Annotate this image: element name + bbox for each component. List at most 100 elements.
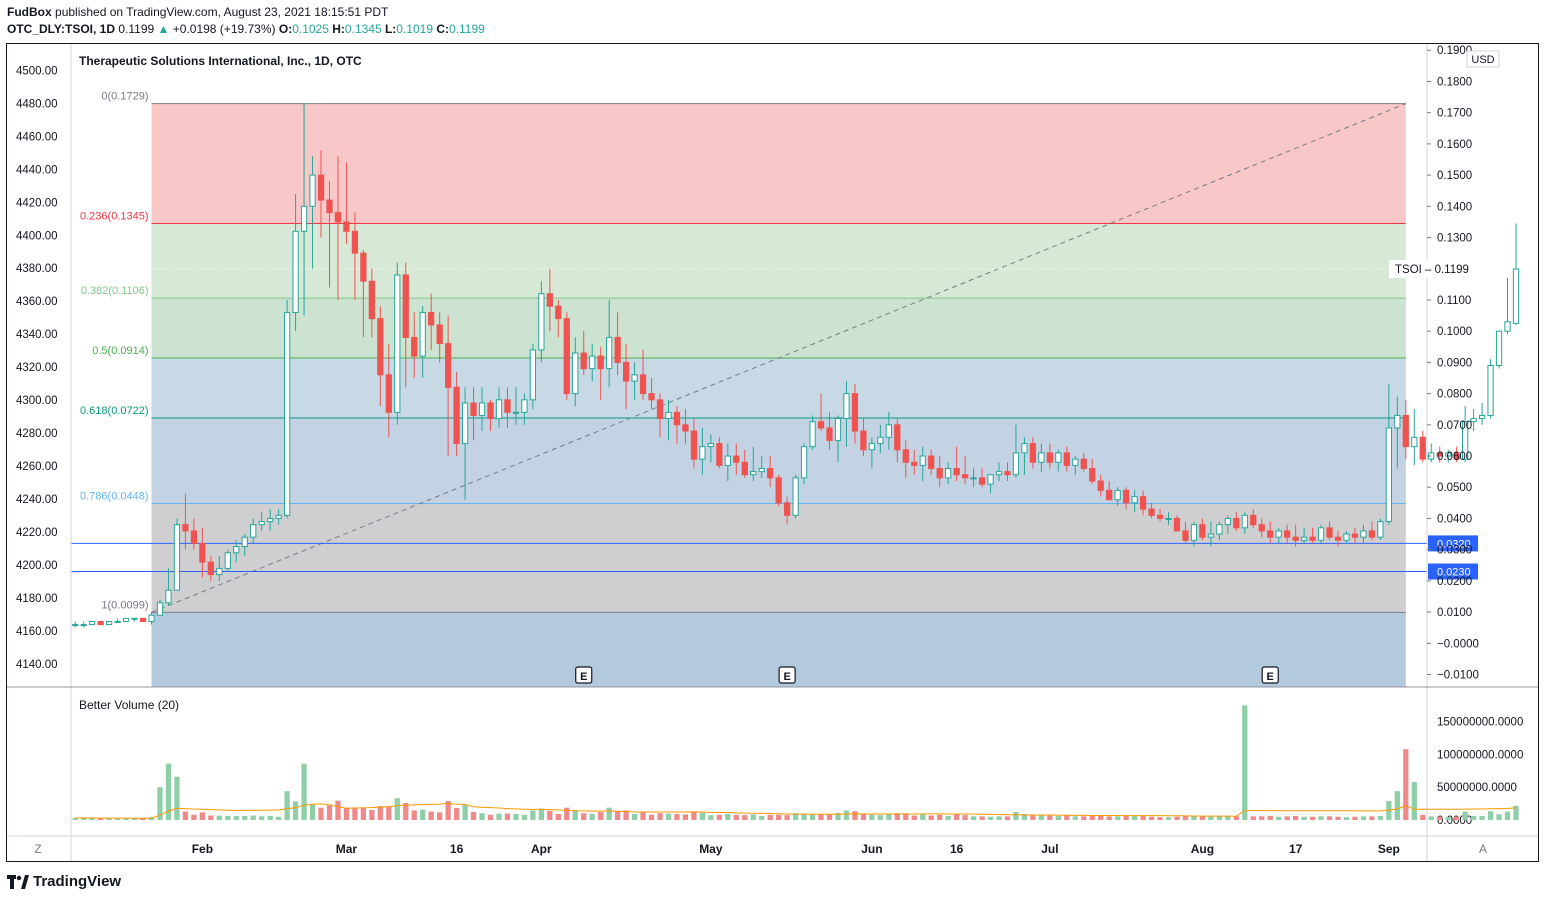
candle-body [1038, 452, 1045, 463]
publisher-name[interactable]: FudBox [7, 5, 52, 19]
volume-bar [911, 815, 917, 820]
low-value: 0.1019 [396, 22, 433, 36]
volume-bar [631, 813, 638, 820]
candle-body [809, 421, 816, 448]
candle-body [1224, 517, 1231, 526]
left-axis-bg [7, 44, 71, 862]
candle-body [945, 468, 952, 479]
volume-bar [682, 814, 689, 820]
candle-body [1292, 536, 1299, 541]
right-axis-label: 0.0200 [1437, 576, 1472, 588]
candle-body [860, 430, 867, 451]
volume-bar [157, 787, 163, 820]
candle-body [631, 374, 638, 382]
volume-bar [504, 813, 511, 820]
candle-body [1199, 524, 1206, 538]
volume-bar [1004, 816, 1011, 820]
candle-body [767, 468, 774, 479]
volume-bar [776, 814, 782, 820]
right-axis-label: 0.0300 [1437, 545, 1472, 557]
candle-body [733, 455, 740, 463]
fib-zone [151, 503, 1406, 613]
fib-level-label: 0.382(0.1106) [81, 285, 149, 297]
volume-bar [191, 814, 197, 820]
right-axis-label: 0.0800 [1437, 389, 1472, 401]
volume-bar [318, 807, 324, 820]
volume-bar [1437, 816, 1443, 820]
volume-bar [140, 818, 146, 820]
volume-bar [1428, 816, 1434, 820]
volume-bar [801, 813, 807, 820]
volume-bar [301, 763, 307, 820]
volume-bar [292, 801, 299, 820]
time-axis-label: Sep [1378, 842, 1400, 856]
volume-bar [1504, 811, 1511, 820]
right-axis-label: 0.1000 [1437, 326, 1472, 338]
volume-bar [623, 810, 629, 820]
volume-bar [860, 813, 867, 820]
fib-zone [151, 103, 1406, 224]
candle-body [504, 399, 511, 413]
volume-bar [106, 818, 112, 820]
volume-bar [979, 816, 985, 820]
left-axis-label: 4140.00 [16, 659, 58, 671]
volume-bar [487, 814, 494, 820]
right-axis-label: 0.0100 [1437, 607, 1472, 619]
auto-scale-button[interactable]: A [1479, 842, 1487, 856]
time-axis-label: Jul [1041, 842, 1058, 856]
volume-bar [555, 813, 561, 820]
volume-bar [665, 813, 672, 820]
candle-body [1012, 452, 1020, 476]
volume-bar [691, 812, 697, 820]
candle-body [139, 617, 147, 622]
left-axis-label: 4420.00 [16, 197, 58, 209]
candle-body [445, 343, 452, 388]
volume-bar [598, 812, 604, 820]
volume-bar [72, 817, 78, 820]
last-price: 0.1199 [118, 22, 155, 36]
candle-body [1317, 527, 1325, 541]
candle-body [1063, 452, 1070, 466]
candle-body [1267, 530, 1274, 538]
candle-body [665, 411, 672, 420]
candle-body [1241, 514, 1248, 529]
candle-body [622, 361, 630, 382]
chart-frame [6, 43, 1539, 862]
right-axis-label: 0.0400 [1437, 513, 1472, 525]
chart-canvas[interactable]: 0(0.1729) 0.236(0.1345) 0.382(0.1106) 0.5(0… [0, 0, 1546, 870]
volume-bar [1191, 815, 1197, 820]
volume-bar [326, 805, 333, 820]
candle-body [961, 474, 969, 479]
candle-body [453, 386, 460, 445]
volume-bar [657, 813, 663, 820]
candle-body [724, 455, 731, 466]
volume-bar [954, 814, 960, 820]
volume-bar [453, 808, 460, 820]
volume-bar [750, 814, 756, 820]
volume-bar [1318, 816, 1324, 820]
candle-body [207, 561, 214, 576]
candle-body [1250, 514, 1257, 526]
tradingview-brand[interactable]: TradingView [7, 873, 121, 890]
candle-body [156, 602, 164, 616]
candle-body [546, 293, 553, 307]
earnings-marker [1261, 666, 1279, 684]
volume-bar [589, 813, 595, 820]
volume-bar [1454, 816, 1460, 820]
volume-bar [420, 809, 426, 820]
candle-body [1411, 436, 1418, 448]
left-axis-label: 4460.00 [16, 131, 58, 143]
volume-bar [165, 763, 172, 820]
volume-bar [1487, 811, 1494, 820]
high-value: 0.1345 [344, 22, 382, 36]
volume-bar [250, 815, 256, 820]
zoom-reset-button[interactable]: Z [34, 842, 41, 856]
volume-bar [225, 815, 231, 820]
volume-bar [437, 812, 443, 820]
volume-bar [1199, 815, 1206, 820]
candle-body [1419, 436, 1426, 460]
volume-bar [538, 808, 544, 820]
volume-bar [259, 816, 265, 820]
right-axis-label: −0.0000 [1437, 638, 1479, 650]
open-value: 0.1025 [292, 22, 329, 36]
